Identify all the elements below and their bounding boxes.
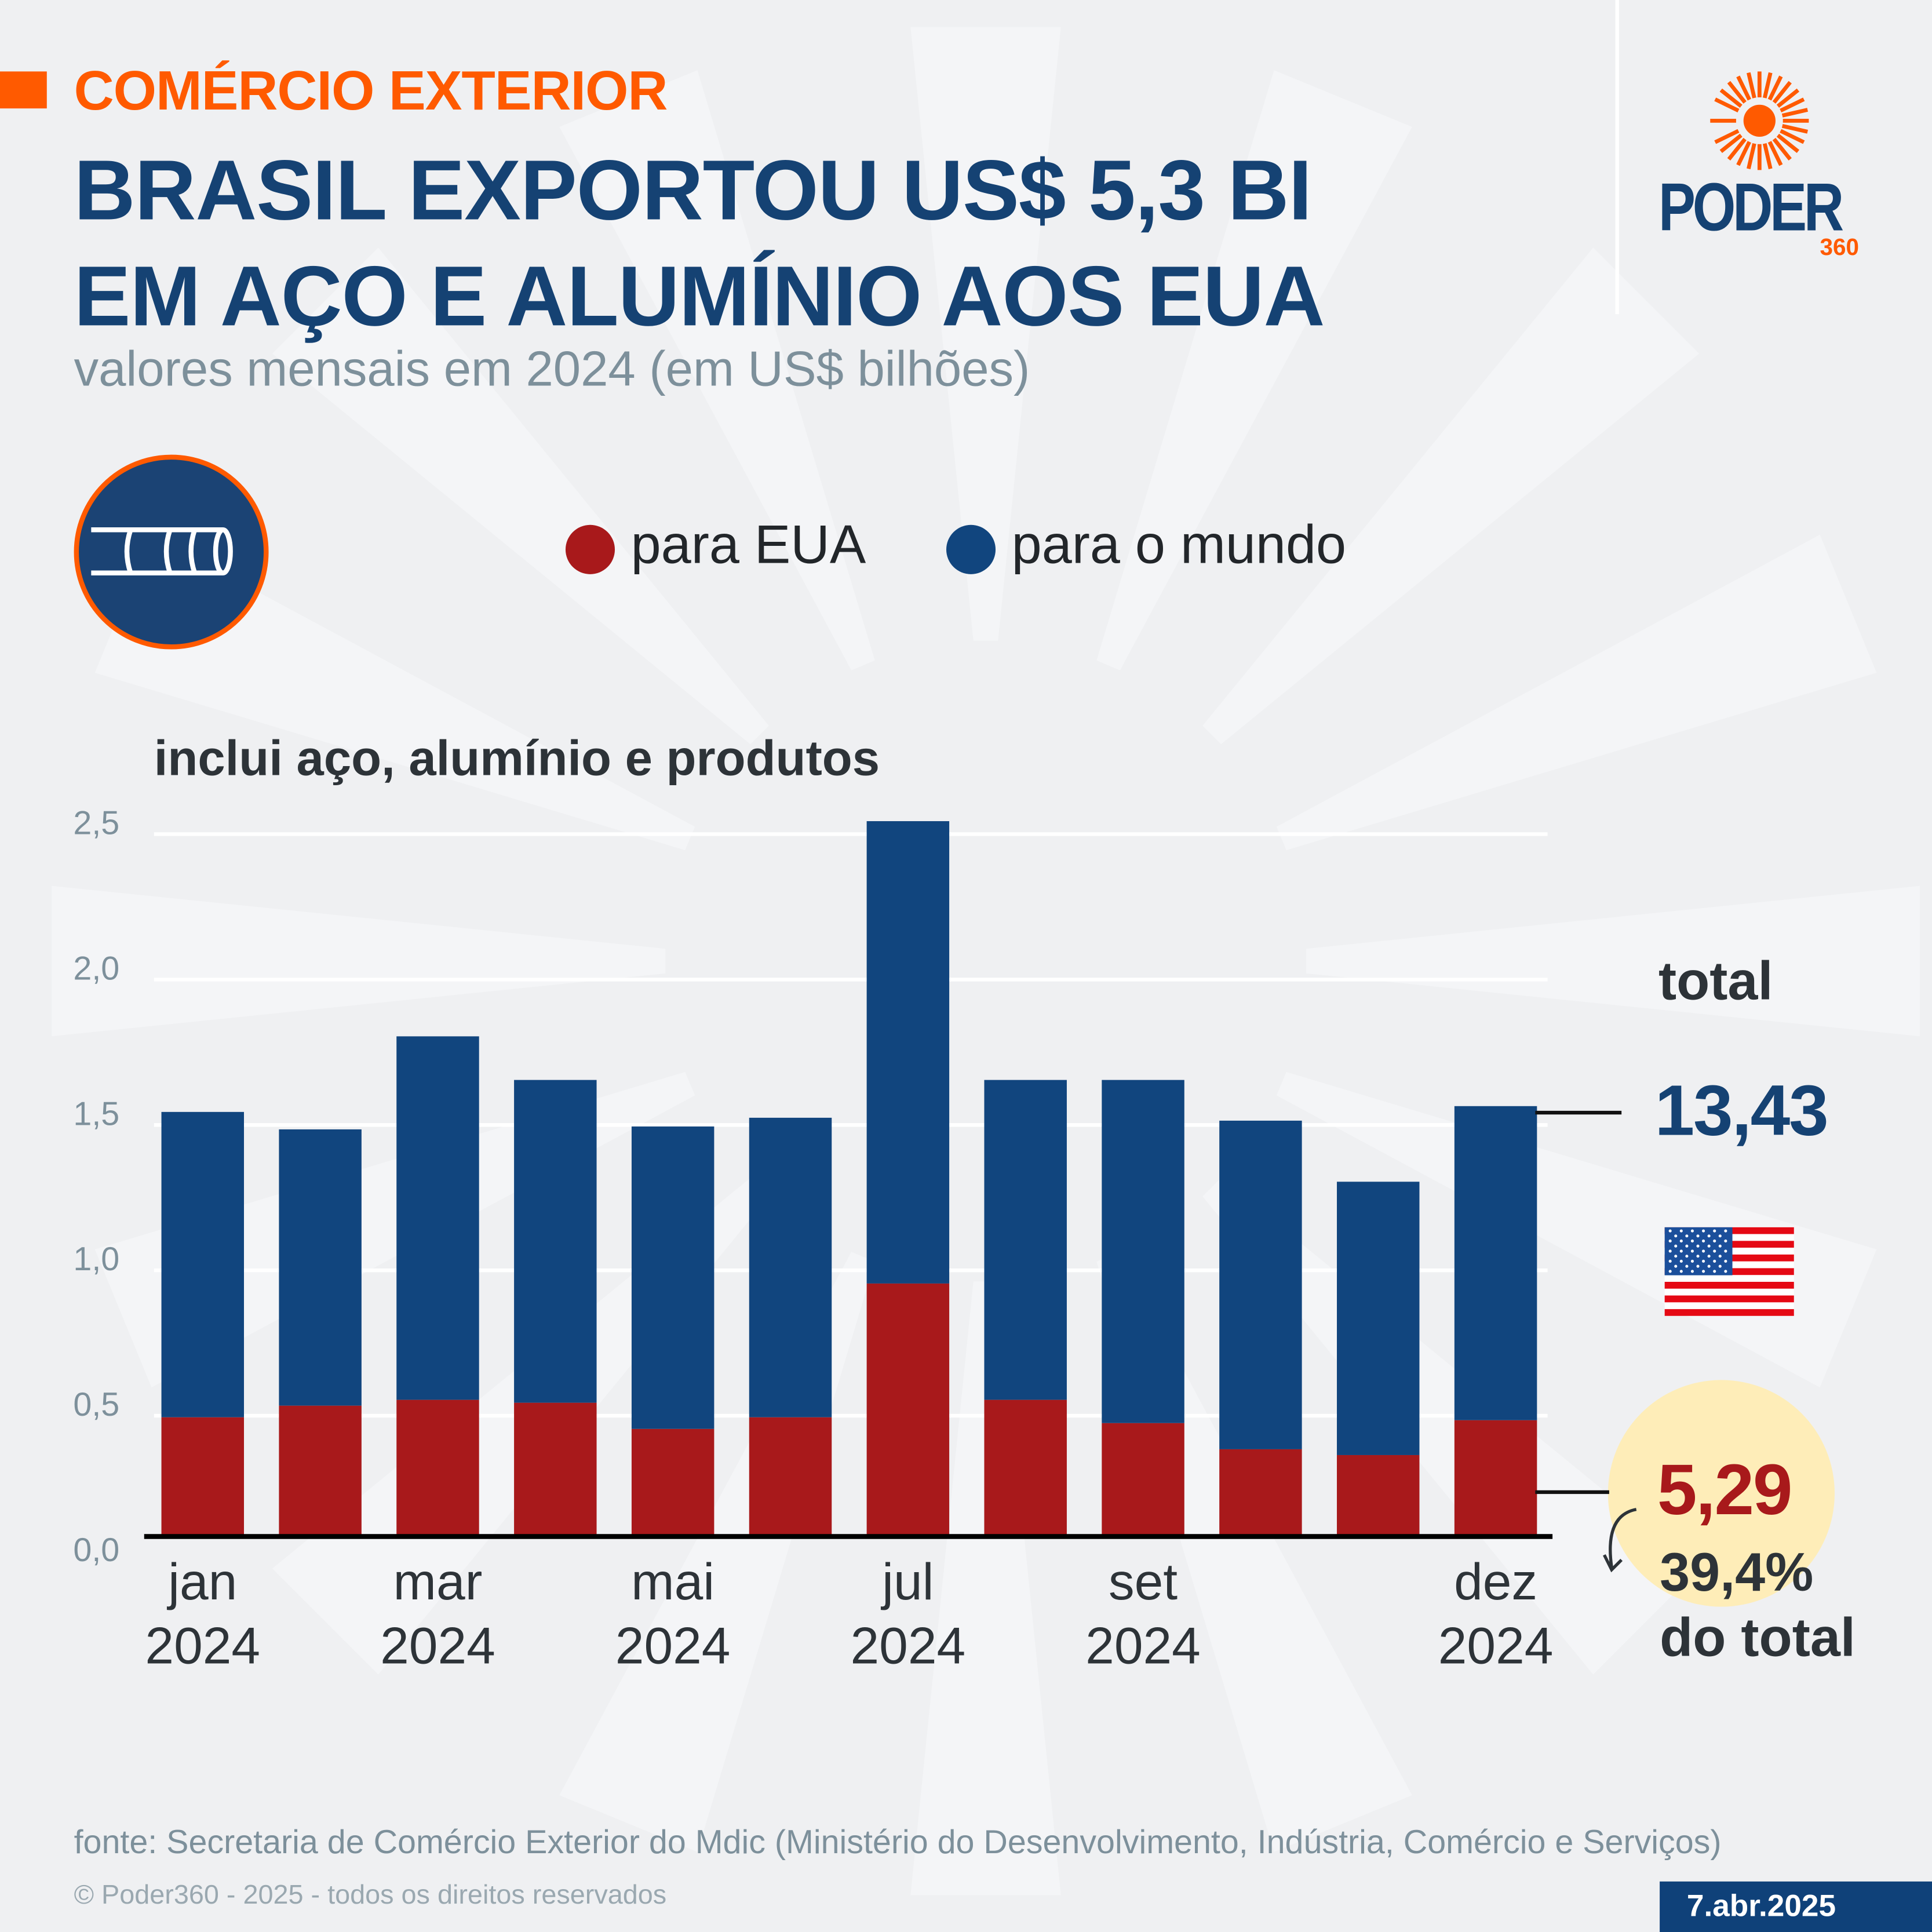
y-tick-label: 0,5: [73, 1386, 120, 1423]
logo-text: PODER: [1658, 169, 1844, 246]
bar-mundo: [1219, 1120, 1302, 1449]
bar-eua: [749, 1417, 832, 1537]
x-tick-label: jan 2024: [145, 1552, 261, 1675]
total-value: 13,43: [1654, 1070, 1829, 1151]
legend-swatch-mundo: [946, 524, 996, 574]
title-line-2: EM AÇO E ALUMÍNIO AOS EUA: [74, 249, 1325, 344]
x-tick-label: mar 2024: [380, 1552, 495, 1675]
x-tick-label: dez 2024: [1438, 1552, 1554, 1675]
bar-mundo: [396, 1036, 479, 1400]
bar-mundo: [1102, 1080, 1184, 1423]
us-share-value: 39,4%: [1660, 1543, 1814, 1603]
us-share: 39,4% do total: [1660, 1540, 1856, 1671]
bar-mundo: [514, 1080, 597, 1403]
background-ray: [559, 70, 875, 670]
curved-arrow-icon: [1603, 1508, 1637, 1573]
x-tick-label: set 2024: [1085, 1552, 1201, 1675]
bar-eua: [396, 1399, 479, 1537]
bar-eua: [279, 1405, 362, 1537]
x-tick-label: mai 2024: [615, 1552, 731, 1675]
copyright: © Poder360 - 2025 - todos os direitos re…: [74, 1879, 667, 1910]
kicker-marker: [0, 71, 47, 109]
background-ray: [1276, 534, 1877, 851]
us-flag-icon: [1664, 1227, 1794, 1316]
logo-360: 360: [1820, 235, 1859, 261]
source-note: fonte: Secretaria de Comércio Exterior d…: [74, 1823, 1722, 1861]
bar-eua: [631, 1428, 715, 1537]
title-line-1: BRASIL EXPORTOU US$ 5,3 BI: [74, 143, 1313, 238]
background-ray: [1202, 1178, 1700, 1675]
us-highlight: [1535, 1380, 1835, 1607]
background-ray: [1202, 247, 1700, 745]
background-ray: [52, 885, 666, 1037]
background-ray: [1096, 70, 1412, 670]
legend-label-mundo: para o mundo: [1011, 515, 1347, 575]
background-ray: [1306, 885, 1920, 1037]
bar-mundo: [1337, 1182, 1420, 1455]
legend-label-eua: para EUA: [630, 515, 866, 575]
date-badge: 7.abr.2025: [1660, 1881, 1932, 1932]
y-tick-label: 1,0: [73, 1241, 120, 1278]
bar-mundo: [631, 1126, 715, 1429]
divider: [1615, 0, 1619, 315]
bar-eua: [1102, 1423, 1184, 1537]
bar-mundo: [1454, 1106, 1537, 1420]
subtitle: valores mensais em 2024 (em US$ bilhões): [74, 342, 1030, 397]
sun-logo-icon: [1710, 71, 1809, 170]
bar-mundo: [279, 1129, 362, 1406]
bar-eua: [1219, 1449, 1302, 1537]
bar-eua: [1454, 1420, 1537, 1537]
bar-eua: [514, 1402, 597, 1537]
y-tick-label: 1,5: [73, 1095, 120, 1133]
y-tick-label: 0,0: [73, 1531, 120, 1569]
bar-eua: [161, 1417, 245, 1537]
bar-mundo: [161, 1111, 245, 1417]
bar-eua: [1337, 1455, 1420, 1537]
page-title: BRASIL EXPORTOU US$ 5,3 BI EM AÇO E ALUM…: [74, 138, 1325, 350]
bar-mundo: [749, 1117, 832, 1417]
y-tick-label: 2,0: [73, 950, 120, 987]
steel-pipe-icon: [74, 454, 269, 650]
legend-swatch-eua: [565, 524, 615, 574]
bar-eua: [866, 1283, 950, 1537]
chart-subtitle: inclui aço, alumínio e produtos: [154, 732, 880, 786]
background-ray: [272, 247, 769, 745]
kicker: COMÉRCIO EXTERIOR: [74, 59, 668, 122]
background-ray: [910, 1281, 1061, 1895]
bar-mundo: [866, 821, 950, 1284]
bar-mundo: [984, 1080, 1067, 1400]
us-value: 5,29: [1657, 1450, 1793, 1530]
background-ray: [910, 27, 1061, 641]
y-tick-label: 2,5: [73, 804, 120, 842]
x-tick-label: jul 2024: [850, 1552, 966, 1675]
total-label: total: [1658, 951, 1773, 1012]
bar-eua: [984, 1399, 1067, 1537]
us-share-suffix: do total: [1660, 1607, 1856, 1668]
